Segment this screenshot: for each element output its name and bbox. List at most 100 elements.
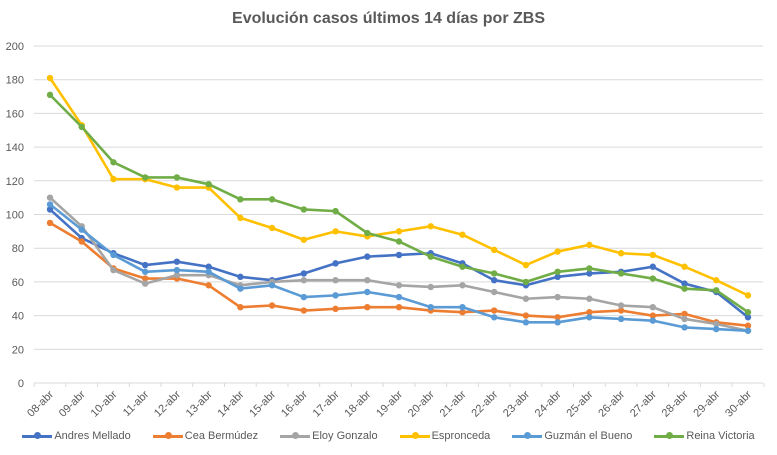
data-point [617, 315, 625, 323]
series-cea-bermudez [46, 219, 752, 329]
data-point [617, 307, 625, 314]
data-point [395, 293, 403, 301]
legend-item: Eloy Gonzalo [280, 430, 378, 442]
data-point [395, 303, 403, 311]
data-point [713, 287, 720, 294]
data-point [586, 314, 593, 321]
data-point [586, 265, 593, 272]
data-point [173, 266, 181, 274]
data-point [681, 280, 688, 287]
data-point [554, 319, 561, 326]
x-tick-label: 20-abr [406, 388, 437, 419]
data-point [490, 246, 498, 254]
data-point [744, 309, 752, 316]
data-point [681, 324, 688, 331]
data-point [332, 207, 339, 215]
data-point [427, 253, 434, 260]
legend: Andres Mellado Cea Bermúdez Eloy Gonzalo Es… [0, 430, 777, 442]
data-point [586, 241, 593, 249]
data-point [617, 270, 625, 277]
data-point [78, 123, 85, 131]
y-tick-label: 20 [12, 344, 24, 356]
x-tick-label: 21-abr [438, 388, 469, 419]
data-point [649, 275, 657, 282]
x-tick-label: 09-abr [57, 388, 88, 419]
data-point [141, 174, 149, 181]
x-tick-label: 25-abr [565, 388, 596, 419]
x-tick-label: 29-abr [691, 388, 722, 419]
y-tick-label: 100 [6, 210, 24, 222]
data-point [237, 214, 244, 222]
data-point [364, 303, 371, 311]
data-point [332, 305, 339, 313]
data-point [554, 248, 561, 255]
data-point [268, 282, 276, 289]
data-point [395, 282, 403, 289]
data-point [173, 258, 181, 265]
data-point [681, 310, 688, 318]
data-point [649, 317, 657, 324]
y-tick-label: 200 [6, 41, 24, 53]
x-tick-label: 17-abr [311, 388, 342, 419]
data-point [332, 228, 339, 235]
data-point [395, 251, 403, 259]
data-point [332, 277, 339, 284]
data-point [78, 238, 85, 245]
data-point [490, 288, 498, 296]
legend-item: Guzmán el Bueno [512, 430, 632, 442]
y-tick-label: 160 [6, 108, 24, 120]
data-point [586, 295, 593, 302]
data-point [649, 263, 657, 270]
data-point [554, 273, 561, 281]
data-point [173, 174, 181, 181]
legend-line-marker-icon [399, 432, 430, 439]
data-point [205, 268, 212, 275]
legend-item: Andres Mellado [22, 430, 131, 442]
data-point [141, 280, 149, 287]
x-tick-label: 27-abr [628, 388, 659, 419]
x-tick-label: 19-abr [374, 388, 405, 419]
data-point [46, 201, 54, 208]
legend-label: Guzmán el Bueno [544, 430, 633, 442]
x-tick-label: 22-abr [469, 388, 500, 419]
data-point [46, 91, 54, 99]
gridlines [33, 45, 765, 387]
data-point [586, 270, 593, 277]
data-point [205, 282, 212, 289]
data-point [110, 175, 117, 183]
x-tick-label: 13-abr [184, 388, 215, 419]
x-tick-label: 18-abr [342, 388, 373, 419]
data-point [713, 277, 720, 284]
data-point [300, 206, 308, 213]
data-point [554, 293, 561, 301]
data-point [300, 277, 308, 284]
legend-line-marker-icon [22, 432, 53, 439]
series-reina-victoria [46, 91, 752, 316]
x-tick-label: 08-abr [25, 388, 56, 419]
series-guzman-el-bueno [46, 201, 752, 334]
data-point [744, 314, 752, 321]
data-point [713, 320, 720, 328]
y-tick-label: 60 [12, 277, 24, 289]
data-point [681, 315, 688, 323]
x-tick-label: 24-abr [533, 388, 564, 419]
data-point [522, 312, 530, 319]
data-point [459, 282, 466, 289]
x-axis-tick-labels: 08-abr 09-abr 10-abr 11-abr 12-abr 13-abr 14-a… [25, 388, 754, 419]
line-chart: 0 20 40 60 80 100 120 140 160 180 200 08-abr 09-abr… [6, 41, 765, 420]
data-point [554, 314, 561, 321]
data-point [522, 295, 530, 302]
legend-label: Espronceda [431, 430, 491, 442]
data-point [459, 303, 466, 311]
data-point [237, 273, 244, 281]
x-tick-label: 10-abr [89, 388, 120, 419]
data-point [46, 219, 54, 227]
data-point [78, 226, 85, 233]
data-point [141, 268, 149, 275]
data-point [141, 275, 149, 282]
data-point [713, 325, 720, 333]
legend-line-marker-icon [280, 432, 311, 439]
data-point [46, 194, 54, 201]
data-point [110, 266, 117, 274]
data-point [617, 302, 625, 309]
